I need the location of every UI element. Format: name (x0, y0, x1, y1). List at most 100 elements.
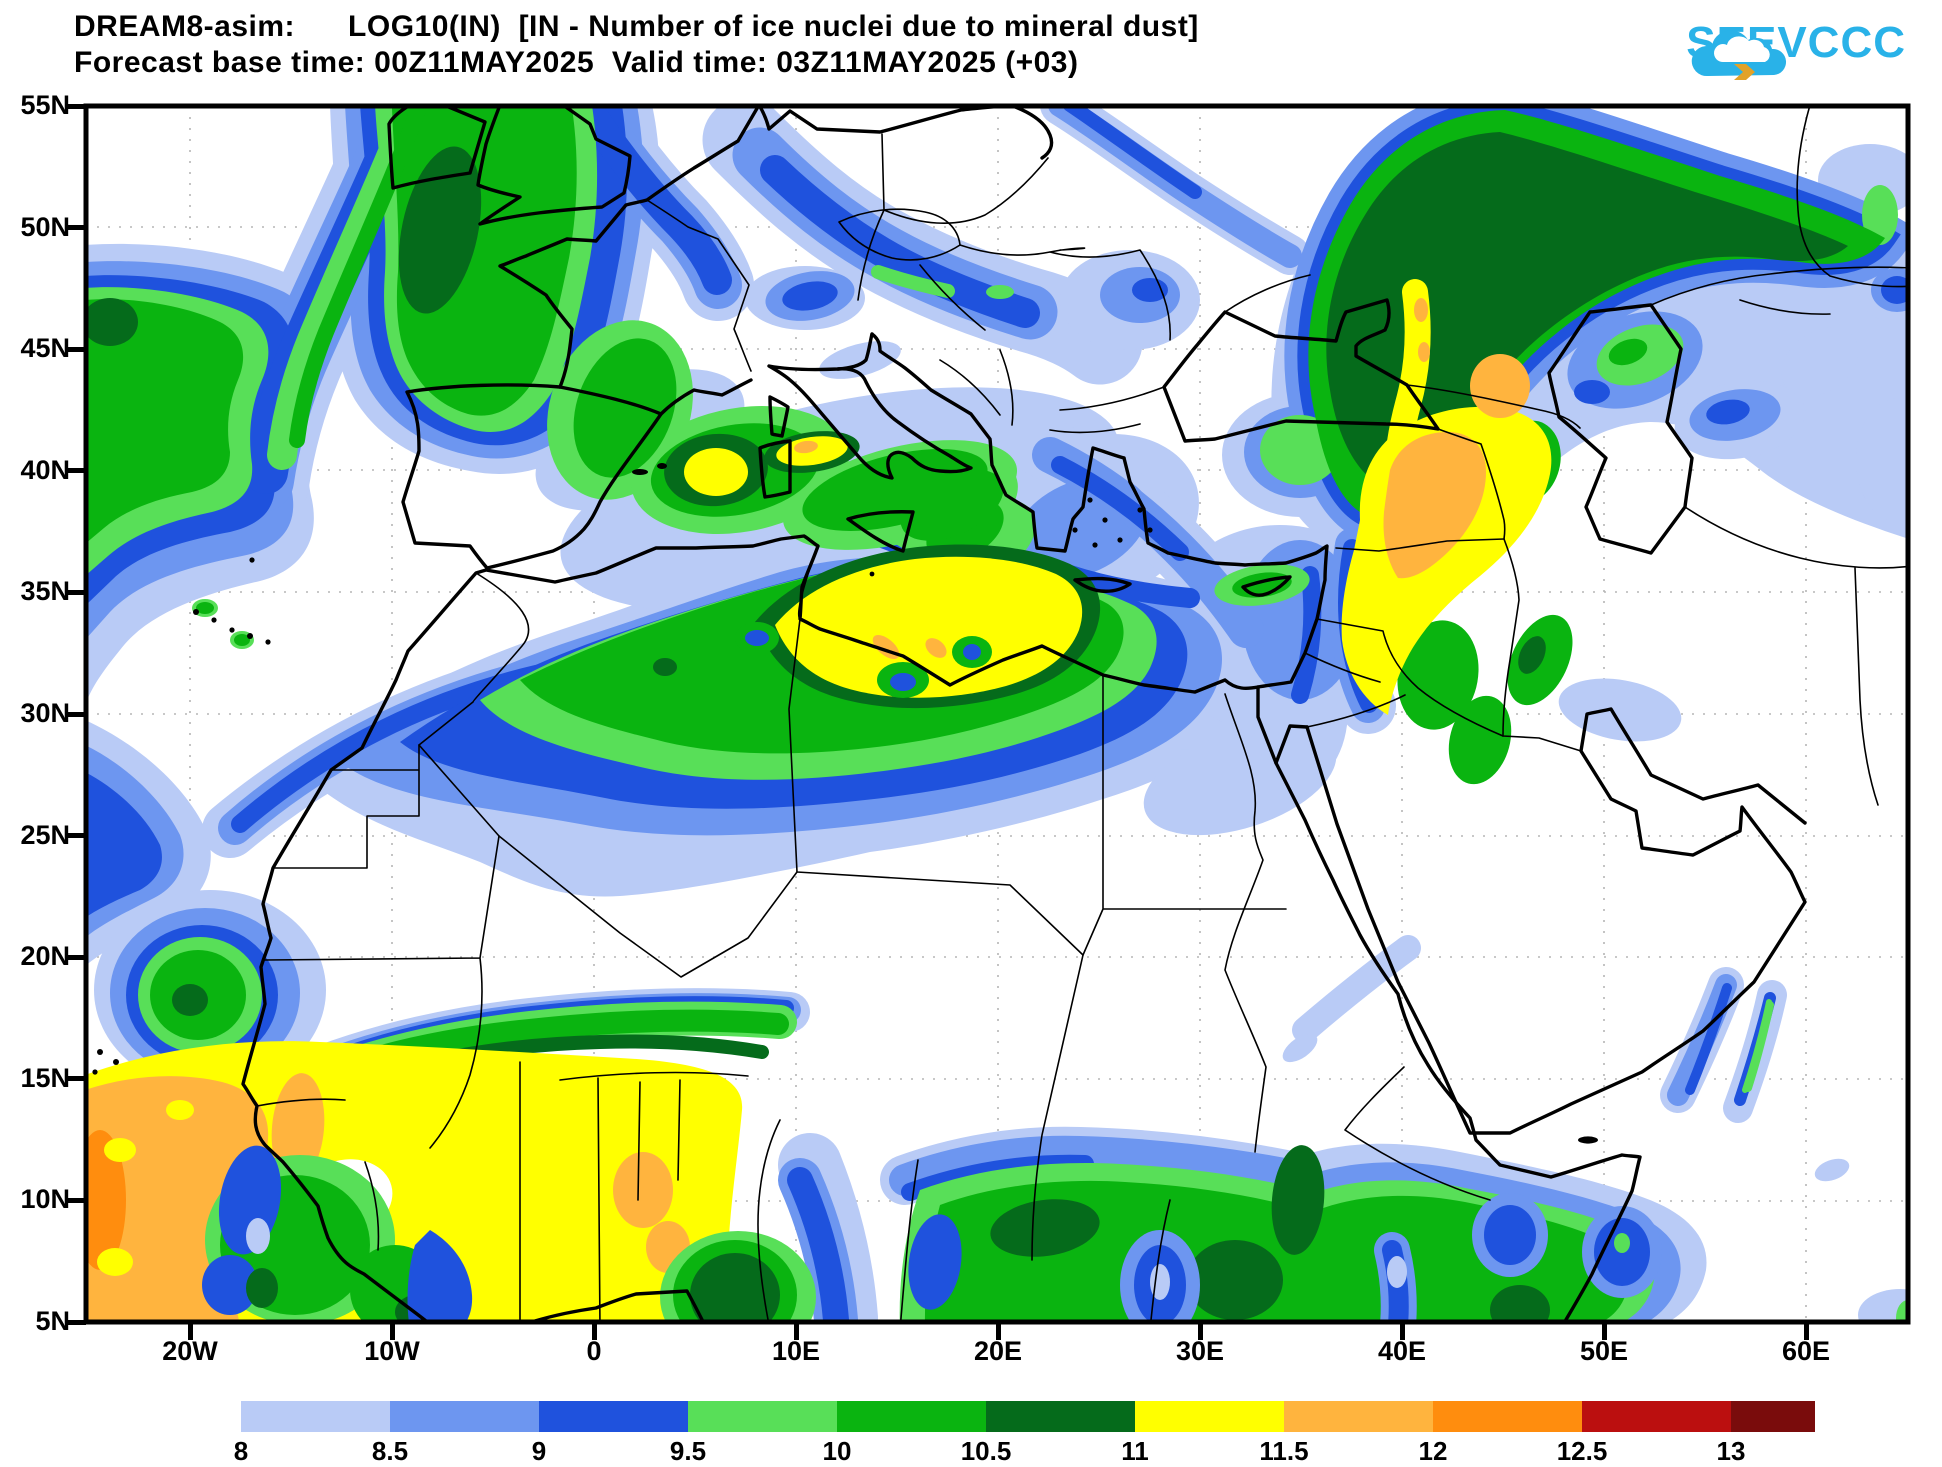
country-borders-shape-265 (919, 264, 1014, 426)
contour-overlays-shape-211 (963, 644, 981, 660)
contour-overlays-shape-203 (104, 1138, 136, 1162)
lon-tick-label: 10E (771, 1336, 821, 1366)
contour-overlays-shape-209 (890, 673, 916, 691)
small-islands-shape-296 (193, 609, 199, 615)
lat-tick-label: 15N (20, 1062, 70, 1093)
coastlines-shape-239 (401, 383, 663, 570)
map-subtitle: Forecast base time: 00Z11MAY2025 Valid t… (74, 46, 1079, 79)
contours-level-9-shape-109 (1063, 106, 1202, 199)
contours-level-11-shape-184 (775, 556, 1083, 698)
contours-level-8-shape-58 (1282, 1033, 1318, 1063)
country-borders-shape-287 (1224, 693, 1267, 1153)
contour-overlays-shape-222 (407, 1230, 473, 1322)
contours-level-10-shape-163 (1397, 620, 1479, 730)
coastlines-shape-252 (1241, 575, 1292, 597)
lat-tick-label: 5N (35, 1306, 70, 1336)
contour-overlays-shape-228 (1150, 1264, 1170, 1300)
colorbar-label: 10.5 (960, 1436, 1012, 1466)
seevccc-logo: SEEVCCC (1686, 18, 1906, 80)
coastlines-shape-240 (659, 378, 753, 416)
contours-level-8-shape-48 (1856, 398, 1908, 522)
small-islands-shape-297 (211, 617, 217, 623)
small-islands (92, 463, 1598, 1144)
lon-tick-label: 40E (1377, 1336, 1427, 1366)
contours-level-11-shape-187 (1043, 596, 1073, 648)
coastlines-shape-257 (1305, 707, 1807, 1135)
country-borders-shape-281 (256, 1098, 380, 1251)
colorbar-label: 8 (233, 1436, 249, 1466)
contours-level-11p5-shape-194 (1470, 354, 1530, 418)
contour-overlays-shape-216 (202, 1255, 258, 1315)
contours-level-9-shape-118 (787, 1167, 849, 1322)
contours-level-8-shape-51 (1781, 327, 1859, 397)
country-borders-shape-266 (1049, 386, 1165, 434)
lat-tick-label: 55N (20, 90, 70, 120)
contours-level-10p5-shape-176 (1326, 132, 1848, 489)
lon-tick (995, 1322, 1001, 1340)
lon-tick (1197, 1322, 1203, 1340)
logo-arrow (1734, 64, 1756, 80)
contours-level-11-shape-185 (684, 448, 748, 496)
coastlines-shape-241 (498, 106, 761, 389)
contours-level-8-shape-61 (1858, 1289, 1908, 1322)
contours-level-9p5-shape-145 (1896, 1300, 1908, 1322)
country-borders-shape-275 (1739, 106, 1908, 315)
dust-contours (86, 106, 1908, 1322)
contours-level-10-shape-157 (900, 469, 1004, 541)
contours-level-9-shape-116 (1706, 399, 1750, 425)
contour-overlays-shape-238 (1744, 1001, 1774, 1092)
contours-level-9-shape-110 (1132, 278, 1168, 302)
colorbar-segment (688, 1401, 837, 1432)
lon-tick-label: 0 (586, 1336, 602, 1366)
colorbar-segment (1731, 1401, 1815, 1432)
contours-level-9-shape-107 (760, 155, 1040, 328)
contours-level-9-shape-115 (1881, 276, 1908, 304)
country-borders (256, 106, 1908, 1322)
country-borders-shape-283 (559, 1071, 749, 1081)
country-borders-shape-262 (857, 209, 885, 301)
lat-tick (68, 1319, 86, 1325)
colorbar-label: 8.5 (371, 1436, 409, 1466)
colorbar-label: 11.5 (1259, 1436, 1309, 1466)
lat-tick-label: 25N (20, 819, 70, 850)
contour-overlays-shape-217 (246, 1218, 270, 1254)
country-borders-shape-282 (519, 1061, 681, 1322)
colorbar-label: 12.5 (1556, 1436, 1608, 1466)
contours-level-9p5-shape-125 (267, 106, 427, 470)
contours-level-9p5-shape-137 (986, 285, 1014, 299)
small-islands-shape-291 (1137, 507, 1143, 513)
colorbar (241, 1401, 1815, 1432)
lat-tick (68, 1076, 86, 1082)
small-islands-shape-298 (229, 627, 235, 633)
contours-level-10p5-shape-178 (1518, 636, 1546, 674)
contours-level-8-shape-52 (1558, 678, 1682, 742)
small-islands-shape-293 (1092, 542, 1098, 548)
lat-tick-label: 35N (20, 576, 70, 607)
contours-level-11p5-shape-199 (271, 1073, 325, 1183)
contour-overlays (97, 622, 1774, 1322)
contours-level-11p5-shape-196 (1414, 298, 1428, 322)
lat-tick (68, 346, 86, 352)
lat-tick-label: 40N (20, 454, 70, 485)
contours-level-10p5-shape-170 (172, 984, 208, 1016)
country-borders-shape-277 (418, 744, 798, 978)
lat-tick (68, 103, 86, 109)
contours-level-10p5-shape-169 (86, 298, 138, 346)
small-islands-shape-300 (265, 639, 271, 645)
coastlines-shape-248 (758, 439, 792, 499)
lon-tick (1399, 1322, 1405, 1340)
contours-level-10-shape-151 (234, 634, 250, 646)
coastlines-shape-255 (1256, 685, 1309, 765)
colorbar-segment (241, 1401, 390, 1432)
contours-level-10-shape-150 (196, 602, 214, 614)
contours-level-11p5-shape-192 (925, 638, 947, 658)
colorbar-segment (1135, 1401, 1284, 1432)
contours-level-10-shape-149 (289, 106, 428, 448)
country-borders-shape-276 (272, 572, 530, 869)
contour-overlays-shape-204 (97, 1248, 133, 1276)
lon-tick (1601, 1322, 1607, 1340)
small-islands-shape-301 (249, 557, 255, 563)
country-borders-shape-278 (788, 545, 1084, 956)
